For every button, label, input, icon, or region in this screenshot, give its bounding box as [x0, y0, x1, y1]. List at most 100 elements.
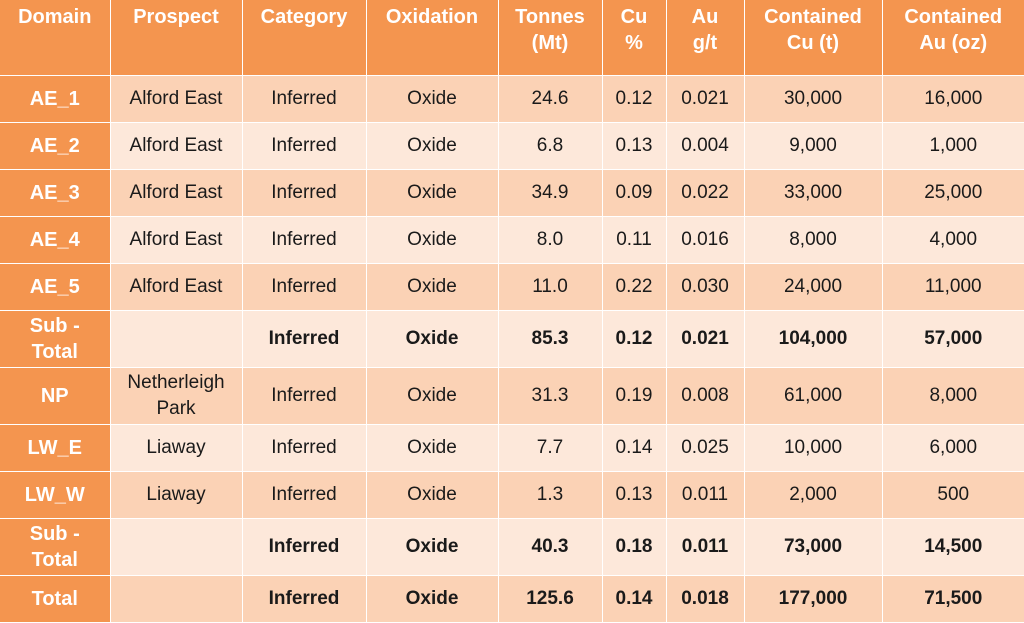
table-row: LW_W Liaway Inferred Oxide 1.3 0.13 0.011 2,000…: [0, 471, 1024, 519]
prospect-cell: Alford East: [110, 75, 243, 123]
tonnes-cell: 31.3: [498, 367, 603, 425]
table-row: AE_2 Alford East Inferred Oxide 6.8 0.13 0.004…: [0, 122, 1024, 170]
prospect-cell: Alford East: [110, 216, 243, 264]
category-cell: Inferred: [242, 574, 367, 623]
category-cell: Inferred: [242, 263, 367, 311]
contained-au-cell: 14,500: [882, 517, 1024, 576]
cu-grade-cell: 0.12: [602, 309, 667, 368]
table-row: AE_1 Alford East Inferred Oxide 24.6 0.12 0.02…: [0, 75, 1024, 123]
tonnes-cell: 24.6: [498, 75, 603, 123]
au-grade-cell: 0.030: [666, 263, 745, 311]
tonnes-cell: 1.3: [498, 471, 603, 519]
contained-cu-cell: 2,000: [744, 471, 883, 519]
oxidation-cell: Oxide: [366, 367, 499, 425]
oxidation-cell: Oxide: [366, 122, 499, 170]
domain-cell: AE_5: [0, 263, 111, 311]
domain-cell: AE_3: [0, 169, 111, 217]
prospect-cell: Alford East: [110, 122, 243, 170]
table-row: AE_4 Alford East Inferred Oxide 8.0 0.11 0.016…: [0, 216, 1024, 264]
category-cell: Inferred: [242, 122, 367, 170]
oxidation-cell: Oxide: [366, 216, 499, 264]
cu-grade-cell: 0.19: [602, 367, 667, 425]
contained-cu-cell: 30,000: [744, 75, 883, 123]
tonnes-cell: 7.7: [498, 424, 603, 472]
category-cell: Inferred: [242, 309, 367, 368]
oxidation-cell: Oxide: [366, 424, 499, 472]
au-grade-cell: 0.021: [666, 75, 745, 123]
contained-au-cell: 57,000: [882, 309, 1024, 368]
prospect-cell: [110, 574, 243, 623]
cu-grade-cell: 0.14: [602, 424, 667, 472]
category-cell: Inferred: [242, 471, 367, 519]
contained-cu-cell: 24,000: [744, 263, 883, 311]
category-cell: Inferred: [242, 367, 367, 425]
total-row: Total Inferred Oxide 125.6 0.14 0.018 177,000 7…: [0, 574, 1024, 623]
table-row: AE_5 Alford East Inferred Oxide 11.0 0.22 0.03…: [0, 263, 1024, 311]
au-grade-cell: 0.022: [666, 169, 745, 217]
contained-au-cell: 4,000: [882, 216, 1024, 264]
domain-cell: AE_4: [0, 216, 111, 264]
contained-au-cell: 6,000: [882, 424, 1024, 472]
au-grade-cell: 0.008: [666, 367, 745, 425]
contained-cu-cell: 9,000: [744, 122, 883, 170]
cu-grade-cell: 0.18: [602, 517, 667, 576]
au-grade-cell: 0.016: [666, 216, 745, 264]
oxidation-cell: Oxide: [366, 471, 499, 519]
tonnes-cell: 11.0: [498, 263, 603, 311]
category-cell: Inferred: [242, 169, 367, 217]
subtotal-row: Sub - Total Inferred Oxide 40.3 0.18 0.011 73,0…: [0, 517, 1024, 576]
prospect-cell: [110, 517, 243, 576]
au-grade-cell: 0.018: [666, 574, 745, 623]
contained-cu-cell: 33,000: [744, 169, 883, 217]
contained-cu-cell: 10,000: [744, 424, 883, 472]
subtotal-row: Sub - Total Inferred Oxide 85.3 0.12 0.021 104,…: [0, 309, 1024, 368]
contained-cu-cell: 177,000: [744, 574, 883, 623]
header-prospect: Prospect: [110, 0, 243, 76]
cu-grade-cell: 0.09: [602, 169, 667, 217]
header-tonnes: Tonnes (Mt): [498, 0, 603, 76]
au-grade-cell: 0.004: [666, 122, 745, 170]
cu-grade-cell: 0.12: [602, 75, 667, 123]
oxidation-cell: Oxide: [366, 309, 499, 368]
header-domain: Domain: [0, 0, 111, 76]
cu-grade-cell: 0.13: [602, 122, 667, 170]
header-row: Domain Prospect Category Oxidation Tonne…: [0, 0, 1024, 76]
tonnes-cell: 6.8: [498, 122, 603, 170]
header-contained-cu: Contained Cu (t): [744, 0, 883, 76]
au-grade-cell: 0.011: [666, 517, 745, 576]
au-grade-cell: 0.011: [666, 471, 745, 519]
contained-cu-cell: 8,000: [744, 216, 883, 264]
oxidation-cell: Oxide: [366, 517, 499, 576]
domain-cell: LW_E: [0, 424, 111, 472]
tonnes-cell: 85.3: [498, 309, 603, 368]
category-cell: Inferred: [242, 75, 367, 123]
prospect-cell: Liaway: [110, 471, 243, 519]
tonnes-cell: 125.6: [498, 574, 603, 623]
table-row: NP Netherleigh Park Inferred Oxide 31.3 0.19 0.…: [0, 367, 1024, 425]
oxidation-cell: Oxide: [366, 169, 499, 217]
table-row: AE_3 Alford East Inferred Oxide 34.9 0.09 0.02…: [0, 169, 1024, 217]
prospect-cell: Alford East: [110, 169, 243, 217]
header-category: Category: [242, 0, 367, 76]
au-grade-cell: 0.025: [666, 424, 745, 472]
domain-cell: NP: [0, 367, 111, 425]
oxidation-cell: Oxide: [366, 75, 499, 123]
tonnes-cell: 40.3: [498, 517, 603, 576]
cu-grade-cell: 0.14: [602, 574, 667, 623]
contained-cu-cell: 61,000: [744, 367, 883, 425]
prospect-cell: Liaway: [110, 424, 243, 472]
prospect-cell: Alford East: [110, 263, 243, 311]
tonnes-cell: 8.0: [498, 216, 603, 264]
domain-cell: Sub - Total: [0, 517, 111, 576]
contained-cu-cell: 73,000: [744, 517, 883, 576]
prospect-cell: Netherleigh Park: [110, 367, 243, 425]
domain-cell: LW_W: [0, 471, 111, 519]
domain-cell: AE_2: [0, 122, 111, 170]
category-cell: Inferred: [242, 424, 367, 472]
contained-au-cell: 8,000: [882, 367, 1024, 425]
contained-au-cell: 25,000: [882, 169, 1024, 217]
cu-grade-cell: 0.11: [602, 216, 667, 264]
domain-cell: AE_1: [0, 75, 111, 123]
prospect-cell: [110, 309, 243, 368]
